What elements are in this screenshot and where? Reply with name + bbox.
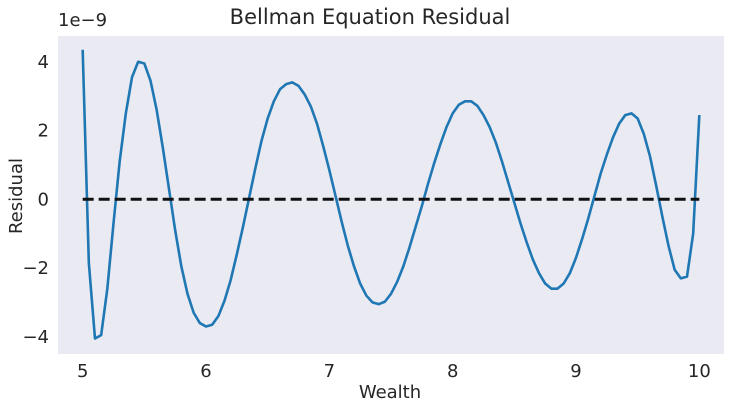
x-tick-label: 9	[570, 361, 581, 382]
y-tick-label: −2	[22, 258, 49, 279]
y-tick-label: 0	[38, 189, 49, 210]
x-tick-labels: 5 6 7 8 9 10	[77, 361, 711, 382]
y-offset-text: 1e−9	[58, 10, 107, 31]
y-tick-label: −4	[22, 327, 49, 348]
series-layer	[81, 49, 701, 340]
chart-title: Bellman Equation Residual	[230, 5, 511, 29]
x-tick-label: 6	[200, 361, 211, 382]
x-tick-label: 7	[324, 361, 335, 382]
plot-area	[58, 36, 724, 354]
x-axis-label: Wealth	[359, 382, 421, 403]
y-tick-labels: −4 −2 0 2 4	[22, 52, 49, 348]
x-tick-label: 10	[688, 361, 711, 382]
x-tick-label: 5	[77, 361, 88, 382]
y-axis-label: Residual	[6, 158, 27, 234]
y-tick-label: 2	[38, 121, 49, 142]
residual-line	[81, 49, 701, 340]
x-tick-label: 8	[447, 361, 458, 382]
y-tick-label: 4	[38, 52, 49, 73]
